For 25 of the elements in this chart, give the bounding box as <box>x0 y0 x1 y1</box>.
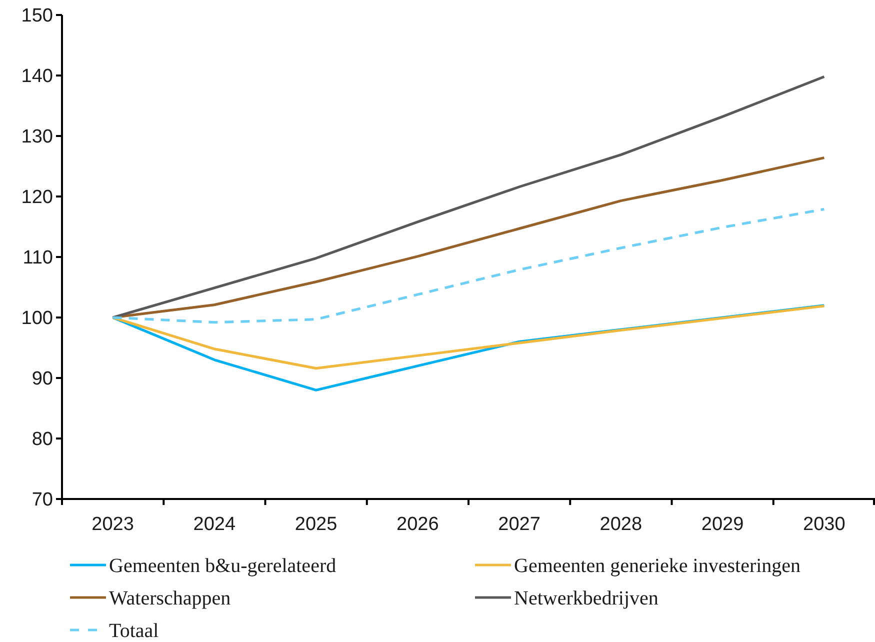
legend-label: Totaal <box>109 620 160 642</box>
x-tick-label: 2026 <box>396 514 439 535</box>
x-tick-label: 2030 <box>803 514 846 535</box>
legend-label: Gemeenten generieke investeringen <box>514 555 801 577</box>
x-tick-label: 2024 <box>193 514 236 535</box>
y-tick-label: 140 <box>21 66 53 88</box>
y-tick-label: 70 <box>32 490 53 511</box>
x-tick-label: 2028 <box>600 514 642 535</box>
legend-label: Waterschappen <box>109 588 231 610</box>
legend-label: Netwerkbedrijven <box>514 588 658 610</box>
line-series <box>112 304 826 370</box>
y-tick-label: 80 <box>32 429 53 450</box>
line-series <box>112 75 826 319</box>
y-tick-label: 90 <box>32 368 53 390</box>
x-tick-label: 2027 <box>498 514 540 535</box>
y-tick-label: 100 <box>21 308 53 330</box>
y-tick-label: 150 <box>21 6 53 27</box>
x-tick-label: 2025 <box>294 514 338 535</box>
line-series <box>112 208 826 324</box>
x-tick-label: 2029 <box>701 514 744 535</box>
x-tick-label: 2023 <box>92 514 134 535</box>
y-tick-label: 130 <box>21 126 53 148</box>
y-tick-label: 110 <box>22 248 53 269</box>
y-tick-label: 120 <box>21 187 53 208</box>
legend-label: Gemeenten b&u-gerelateerd <box>109 555 336 577</box>
